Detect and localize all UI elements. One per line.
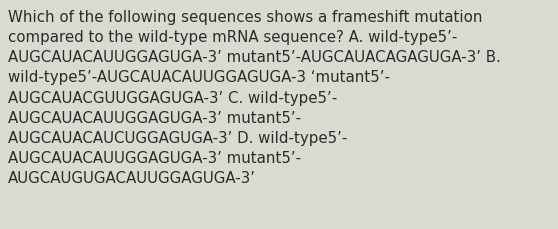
Text: Which of the following sequences shows a frameshift mutation
compared to the wil: Which of the following sequences shows a… [8, 10, 501, 185]
